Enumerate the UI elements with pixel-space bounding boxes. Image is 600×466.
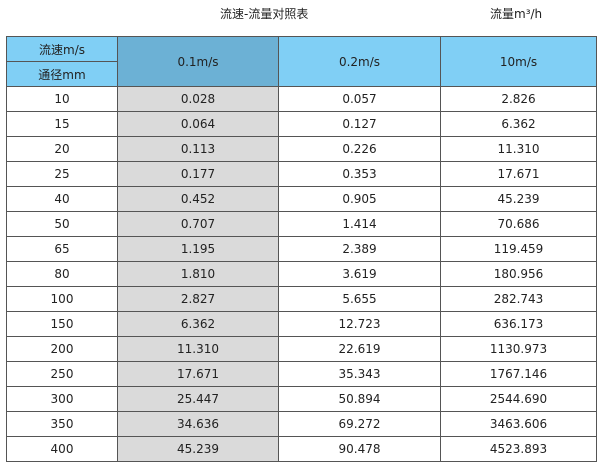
flow-cell: 6.362	[117, 311, 279, 337]
diameter-cell: 350	[6, 411, 118, 437]
diameter-cell: 15	[6, 111, 118, 137]
flow-cell: 0.707	[117, 211, 279, 237]
header-row: 流速m/s 0.1m/s 0.2m/s 10m/s	[6, 36, 597, 87]
flow-cell: 4523.893	[440, 436, 597, 462]
table-row: 25 0.177 0.353 17.671	[6, 161, 597, 187]
flow-cell: 1130.973	[440, 336, 597, 362]
flow-cell: 22.619	[278, 336, 441, 362]
flow-cell: 11.310	[440, 136, 597, 162]
table-row: 10 0.028 0.057 2.826	[6, 86, 597, 112]
flow-cell: 50.894	[278, 386, 441, 412]
flow-cell: 1.414	[278, 211, 441, 237]
flow-cell: 0.452	[117, 186, 279, 212]
flow-cell: 17.671	[117, 361, 279, 387]
flow-cell: 35.343	[278, 361, 441, 387]
flow-cell: 90.478	[278, 436, 441, 462]
speed-header: 流速m/s	[6, 36, 118, 62]
table-row: 50 0.707 1.414 70.686	[6, 211, 597, 237]
header-row: 通径mm	[6, 61, 597, 87]
diameter-cell: 65	[6, 236, 118, 262]
flow-table: 流速m/s 0.1m/s 0.2m/s 10m/s 通径mm 10 0.028 0.…	[6, 36, 597, 462]
table-row: 80 1.810 3.619 180.956	[6, 261, 597, 287]
flow-cell: 2544.690	[440, 386, 597, 412]
flow-cell: 34.636	[117, 411, 279, 437]
flow-cell: 0.113	[117, 136, 279, 162]
flow-cell: 12.723	[278, 311, 441, 337]
table-row: 20 0.113 0.226 11.310	[6, 136, 597, 162]
flow-cell: 69.272	[278, 411, 441, 437]
flow-cell: 45.239	[117, 436, 279, 462]
flow-cell: 70.686	[440, 211, 597, 237]
table-row: 250 17.671 35.343 1767.146	[6, 361, 597, 387]
flow-cell: 11.310	[117, 336, 279, 362]
flow-cell: 2.827	[117, 286, 279, 312]
flow-cell: 1.810	[117, 261, 279, 287]
flow-cell: 6.362	[440, 111, 597, 137]
column-header: 10m/s	[440, 36, 597, 87]
flow-cell: 0.127	[278, 111, 441, 137]
diameter-cell: 300	[6, 386, 118, 412]
flow-cell: 0.353	[278, 161, 441, 187]
unit-label: 流量m³/h	[490, 7, 543, 21]
flow-cell: 0.057	[278, 86, 441, 112]
flow-cell: 5.655	[278, 286, 441, 312]
diameter-header: 通径mm	[6, 61, 118, 87]
diameter-cell: 50	[6, 211, 118, 237]
flow-cell: 0.905	[278, 186, 441, 212]
table-row: 150 6.362 12.723 636.173	[6, 311, 597, 337]
flow-cell: 45.239	[440, 186, 597, 212]
flow-cell: 2.826	[440, 86, 597, 112]
diameter-cell: 20	[6, 136, 118, 162]
column-header: 0.1m/s	[117, 36, 279, 87]
diameter-cell: 200	[6, 336, 118, 362]
diameter-cell: 100	[6, 286, 118, 312]
flow-cell: 282.743	[440, 286, 597, 312]
diameter-cell: 400	[6, 436, 118, 462]
diameter-cell: 25	[6, 161, 118, 187]
flow-cell: 25.447	[117, 386, 279, 412]
flow-cell: 1767.146	[440, 361, 597, 387]
diameter-cell: 150	[6, 311, 118, 337]
table-row: 15 0.064 0.127 6.362	[6, 111, 597, 137]
flow-cell: 119.459	[440, 236, 597, 262]
flow-cell: 0.226	[278, 136, 441, 162]
flow-cell: 2.389	[278, 236, 441, 262]
diameter-cell: 40	[6, 186, 118, 212]
diameter-cell: 250	[6, 361, 118, 387]
flow-cell: 180.956	[440, 261, 597, 287]
flow-cell: 0.064	[117, 111, 279, 137]
column-header: 0.2m/s	[278, 36, 441, 87]
diameter-cell: 10	[6, 86, 118, 112]
table-row: 200 11.310 22.619 1130.973	[6, 336, 597, 362]
table-row: 40 0.452 0.905 45.239	[6, 186, 597, 212]
table-row: 350 34.636 69.272 3463.606	[6, 411, 597, 437]
flow-cell: 17.671	[440, 161, 597, 187]
table-row: 65 1.195 2.389 119.459	[6, 236, 597, 262]
table-row: 400 45.239 90.478 4523.893	[6, 436, 597, 462]
table-row: 300 25.447 50.894 2544.690	[6, 386, 597, 412]
table-title: 流速-流量对照表	[220, 7, 309, 21]
flow-cell: 3.619	[278, 261, 441, 287]
flow-cell: 3463.606	[440, 411, 597, 437]
flow-cell: 636.173	[440, 311, 597, 337]
flow-cell: 0.028	[117, 86, 279, 112]
table-row: 100 2.827 5.655 282.743	[6, 286, 597, 312]
diameter-cell: 80	[6, 261, 118, 287]
flow-cell: 0.177	[117, 161, 279, 187]
flow-cell: 1.195	[117, 236, 279, 262]
